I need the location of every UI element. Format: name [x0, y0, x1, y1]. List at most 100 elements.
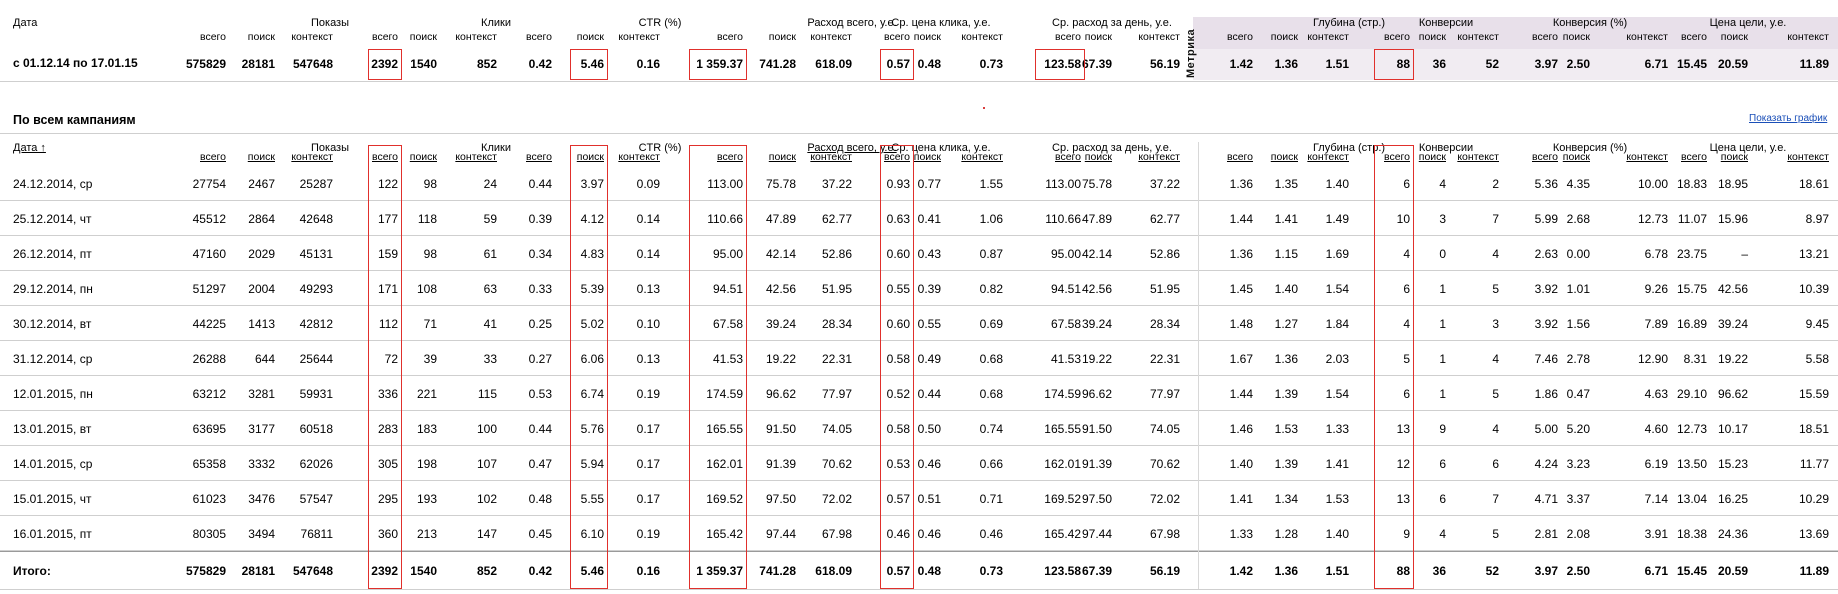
campaign-subheader-8[interactable]: контекст	[618, 151, 660, 163]
table-cell: 107	[476, 457, 497, 471]
show-graph-link[interactable]: Показать график	[1749, 113, 1828, 124]
campaign-subheader-2[interactable]: контекст	[291, 151, 333, 163]
campaign-subheader-27[interactable]: всего	[1681, 151, 1707, 163]
table-cell: 174.59	[1044, 387, 1081, 401]
campaign-subheader-28[interactable]: поиск	[1720, 151, 1748, 163]
table-cell: 22.31	[821, 352, 852, 366]
table-cell: 10.39	[1798, 282, 1829, 296]
table-cell: 51.95	[821, 282, 852, 296]
campaign-subheader-9[interactable]: всего	[717, 151, 743, 163]
summary-subheader-5: контекст	[455, 31, 497, 43]
table-cell: 75.78	[765, 177, 796, 191]
table-cell: 10.29	[1798, 492, 1829, 506]
campaign-subheader-13[interactable]: поиск	[913, 151, 941, 163]
row-date: 30.12.2014, вт	[13, 317, 92, 331]
table-cell: 71	[423, 317, 437, 331]
table-cell: 1.39	[1274, 457, 1298, 471]
campaign-subheader-1[interactable]: поиск	[247, 151, 275, 163]
total-cell: 5.46	[580, 564, 604, 578]
table-cell: 2.08	[1566, 527, 1590, 541]
summary-subheader-19: поиск	[1270, 31, 1298, 43]
table-cell: 1.45	[1229, 282, 1253, 296]
campaign-subheader-16[interactable]: поиск	[1084, 151, 1112, 163]
summary-highlight-box	[368, 49, 402, 80]
table-cell: 3476	[248, 492, 275, 506]
summary-subheader-11: контекст	[810, 31, 852, 43]
campaign-subheader-23[interactable]: контекст	[1457, 151, 1499, 163]
campaign-subheader-29[interactable]: контекст	[1787, 151, 1829, 163]
table-cell: 3.97	[580, 177, 604, 191]
campaign-subheader-10[interactable]: поиск	[768, 151, 796, 163]
summary-cell: 575829	[185, 57, 226, 71]
table-cell: 72.02	[1149, 492, 1180, 506]
table-cell: 23.75	[1676, 247, 1707, 261]
table-cell: –	[1741, 247, 1748, 261]
table-cell: 0.82	[979, 282, 1003, 296]
table-cell: 0	[1439, 247, 1446, 261]
campaign-subheader-15[interactable]: всего	[1055, 151, 1081, 163]
row-divider	[0, 410, 1838, 411]
table-cell: 47.89	[1081, 212, 1112, 226]
campaign-subheader-17[interactable]: контекст	[1138, 151, 1180, 163]
summary-subheader-18: всего	[1227, 31, 1253, 43]
campaign-subheader-20[interactable]: контекст	[1307, 151, 1349, 163]
campaign-subheader-3[interactable]: всего	[372, 151, 398, 163]
summary-cell: 0.16	[636, 57, 660, 71]
date-sort-header[interactable]: Дата ↑	[13, 142, 46, 154]
table-cell: 1.41	[1274, 212, 1298, 226]
table-cell: 28.34	[1149, 317, 1180, 331]
table-cell: 42.14	[765, 247, 796, 261]
table-cell: 1.69	[1325, 247, 1349, 261]
total-cell: 547648	[292, 564, 333, 578]
total-cell: 1.36	[1274, 564, 1298, 578]
campaign-subheader-22[interactable]: поиск	[1418, 151, 1446, 163]
campaign-subheader-26[interactable]: контекст	[1626, 151, 1668, 163]
campaign-subheader-19[interactable]: поиск	[1270, 151, 1298, 163]
table-cell: 67.98	[1149, 527, 1180, 541]
table-cell: 62.77	[1149, 212, 1180, 226]
campaign-subheader-4[interactable]: поиск	[409, 151, 437, 163]
table-cell: 0.58	[886, 352, 910, 366]
table-cell: 112	[378, 317, 398, 331]
table-cell: 0.58	[886, 422, 910, 436]
summary-cell: 852	[476, 57, 497, 71]
campaign-subheader-0[interactable]: всего	[200, 151, 226, 163]
campaign-subheader-24[interactable]: всего	[1532, 151, 1558, 163]
table-cell: 9	[1403, 527, 1410, 541]
campaign-subheader-18[interactable]: всего	[1227, 151, 1253, 163]
table-cell: 15.96	[1717, 212, 1748, 226]
table-cell: 2029	[248, 247, 275, 261]
campaign-subheader-21[interactable]: всего	[1384, 151, 1410, 163]
summary-cell: 52	[1485, 57, 1499, 71]
summary-group-8: Конверсия (%)	[1552, 17, 1628, 29]
table-cell: 8.31	[1683, 352, 1707, 366]
campaign-subheader-14[interactable]: контекст	[961, 151, 1003, 163]
campaign-subheader-25[interactable]: поиск	[1562, 151, 1590, 163]
table-cell: 193	[416, 492, 437, 506]
campaign-subheader-11[interactable]: контекст	[810, 151, 852, 163]
campaign-subheader-5[interactable]: контекст	[455, 151, 497, 163]
table-cell: 13	[1396, 422, 1410, 436]
table-cell: 113.00	[1045, 177, 1081, 191]
table-cell: 39.24	[1081, 317, 1112, 331]
table-cell: 0.33	[528, 282, 552, 296]
total-divider-bottom	[0, 589, 1838, 590]
campaign-subheader-6[interactable]: всего	[526, 151, 552, 163]
table-cell: 76811	[300, 527, 333, 541]
table-cell: 0.60	[886, 247, 910, 261]
table-cell: 5.94	[580, 457, 604, 471]
table-cell: 1.41	[1229, 492, 1253, 506]
total-cell: 1540	[410, 564, 437, 578]
campaign-subheader-12[interactable]: всего	[884, 151, 910, 163]
summary-subheader-10: поиск	[768, 31, 796, 43]
summary-group-7: Конверсии	[1418, 17, 1474, 29]
table-cell: 41.53	[1050, 352, 1081, 366]
campaign-subheader-7[interactable]: поиск	[576, 151, 604, 163]
table-cell: 0.50	[917, 422, 941, 436]
total-label: Итого:	[13, 564, 51, 578]
table-cell: 0.09	[636, 177, 660, 191]
row-date: 25.12.2014, чт	[13, 212, 92, 226]
campaign-group-3[interactable]: Расход всего, у.е.	[807, 142, 897, 154]
table-cell: 0.53	[528, 387, 552, 401]
summary-highlight-box	[1035, 49, 1085, 80]
